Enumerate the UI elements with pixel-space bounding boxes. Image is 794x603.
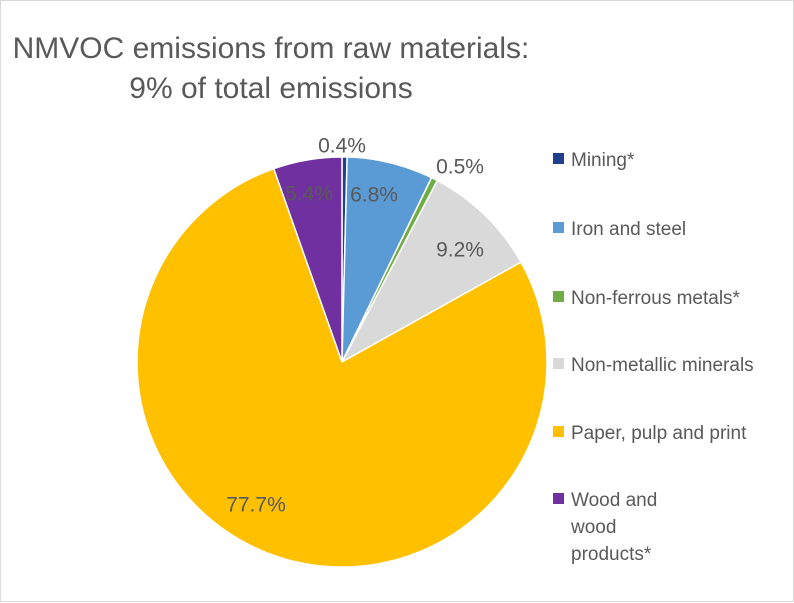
legend-item-non-ferrous-metals: Non-ferrous metals* xyxy=(553,285,781,312)
legend-label: Iron and steel xyxy=(571,219,687,240)
chart-title-line-2: 9% of total emissions xyxy=(129,72,413,105)
data-label-paper-pulp-and-print: 77.7% xyxy=(226,494,286,517)
data-label-wood-and-wood-products: 5.4% xyxy=(285,183,333,206)
data-label-non-ferrous-metals: 0.5% xyxy=(436,156,484,179)
legend-swatch xyxy=(553,153,564,164)
chart-title-line-1: NMVOC emissions from raw materials: xyxy=(12,32,530,65)
legend-item-iron-and-steel: Iron and steel xyxy=(553,216,781,243)
data-label-mining: 0.4% xyxy=(318,135,366,158)
legend-swatch xyxy=(553,222,564,233)
pie-slice-wood-and-wood-products xyxy=(272,156,343,363)
data-label-non-metallic-minerals: 9.2% xyxy=(436,239,484,262)
legend-label: Non-ferrous metals* xyxy=(571,288,740,309)
chart-title: NMVOC emissions from raw materials: 9% o… xyxy=(11,29,531,109)
pie-slice-non-metallic-minerals xyxy=(340,179,523,364)
legend-label: Non-metallic minerals xyxy=(571,355,754,376)
legend-swatch xyxy=(553,291,564,302)
legend-label: Mining* xyxy=(571,150,635,171)
legend-swatch xyxy=(553,493,564,504)
pie-slices xyxy=(136,156,548,568)
legend-item-non-metallic-minerals: Non-metallic minerals xyxy=(553,352,781,379)
pie-data-labels: 0.4% 6.8% 0.5% 9.2% 77.7% 5.4% xyxy=(226,135,484,517)
legend-label: Wood and wood products* xyxy=(571,490,658,565)
legend-swatch xyxy=(553,426,564,437)
legend-label: Paper, pulp and print xyxy=(571,423,747,444)
pie-slice-paper-pulp-and-print xyxy=(136,167,548,568)
legend-swatch xyxy=(553,358,564,369)
legend-item-wood-and-wood-products: Wood and wood products* xyxy=(553,487,691,568)
data-label-iron-and-steel: 6.8% xyxy=(350,184,398,207)
legend-item-paper-pulp-and-print: Paper, pulp and print xyxy=(553,420,781,447)
legend-item-mining: Mining* xyxy=(553,147,781,174)
